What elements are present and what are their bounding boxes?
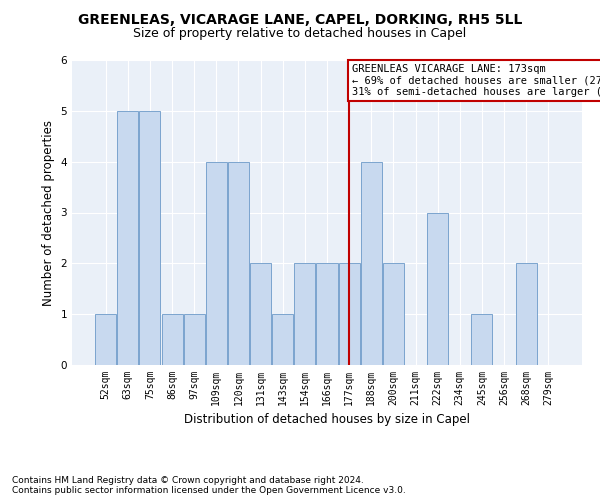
Bar bbox=[118, 111, 139, 365]
Bar bbox=[206, 162, 227, 365]
Bar bbox=[184, 314, 205, 365]
Bar bbox=[472, 314, 493, 365]
Bar bbox=[250, 264, 271, 365]
Bar bbox=[515, 264, 536, 365]
Y-axis label: Number of detached properties: Number of detached properties bbox=[42, 120, 55, 306]
Text: GREENLEAS, VICARAGE LANE, CAPEL, DORKING, RH5 5LL: GREENLEAS, VICARAGE LANE, CAPEL, DORKING… bbox=[78, 12, 522, 26]
Text: Contains public sector information licensed under the Open Government Licence v3: Contains public sector information licen… bbox=[12, 486, 406, 495]
Bar bbox=[361, 162, 382, 365]
X-axis label: Distribution of detached houses by size in Capel: Distribution of detached houses by size … bbox=[184, 414, 470, 426]
Bar bbox=[95, 314, 116, 365]
Bar bbox=[338, 264, 359, 365]
Bar bbox=[161, 314, 182, 365]
Text: Contains HM Land Registry data © Crown copyright and database right 2024.: Contains HM Land Registry data © Crown c… bbox=[12, 476, 364, 485]
Bar bbox=[228, 162, 249, 365]
Bar bbox=[316, 264, 338, 365]
Bar bbox=[295, 264, 316, 365]
Bar bbox=[383, 264, 404, 365]
Bar bbox=[139, 111, 160, 365]
Bar bbox=[272, 314, 293, 365]
Text: GREENLEAS VICARAGE LANE: 173sqm
← 69% of detached houses are smaller (27)
31% of: GREENLEAS VICARAGE LANE: 173sqm ← 69% of… bbox=[352, 64, 600, 98]
Bar bbox=[427, 212, 448, 365]
Text: Size of property relative to detached houses in Capel: Size of property relative to detached ho… bbox=[133, 28, 467, 40]
